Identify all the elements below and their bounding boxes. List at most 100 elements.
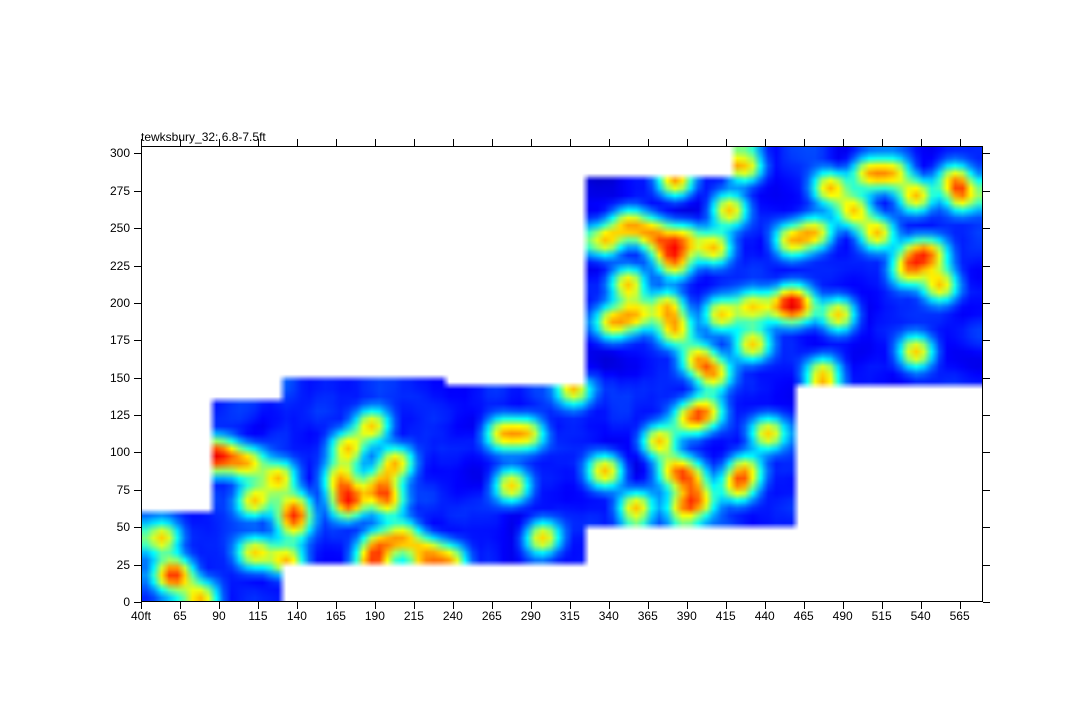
y-tick-mark-right bbox=[983, 191, 990, 192]
x-tick-mark bbox=[882, 602, 883, 609]
y-tick-mark bbox=[134, 415, 141, 416]
x-tick-mark bbox=[687, 602, 688, 609]
x-tick-mark bbox=[297, 602, 298, 609]
x-tick-mark-top bbox=[414, 139, 415, 146]
x-tick-mark bbox=[726, 602, 727, 609]
x-tick-mark bbox=[258, 602, 259, 609]
x-tick-mark bbox=[336, 602, 337, 609]
x-tick-label: 190 bbox=[365, 610, 385, 622]
figure: tewksbury_32: 6.8-7.5ft 40ft659011514016… bbox=[0, 0, 1081, 721]
x-tick-label: 165 bbox=[326, 610, 346, 622]
x-tick-mark-top bbox=[882, 139, 883, 146]
y-tick-mark-right bbox=[983, 153, 990, 154]
x-tick-label: 265 bbox=[482, 610, 502, 622]
x-tick-mark-top bbox=[687, 139, 688, 146]
y-tick-label: 125 bbox=[100, 409, 130, 421]
y-tick-mark bbox=[134, 452, 141, 453]
x-tick-label: 115 bbox=[248, 610, 267, 622]
x-tick-mark-top bbox=[609, 139, 610, 146]
x-tick-mark-top bbox=[804, 139, 805, 146]
x-tick-mark-top bbox=[375, 139, 376, 146]
y-tick-mark-right bbox=[983, 340, 990, 341]
x-tick-label: 490 bbox=[833, 610, 853, 622]
y-tick-mark bbox=[134, 191, 141, 192]
x-tick-mark-top bbox=[726, 139, 727, 146]
x-tick-mark-top bbox=[843, 139, 844, 146]
y-tick-label: 50 bbox=[100, 521, 130, 533]
y-tick-label: 175 bbox=[100, 334, 130, 346]
y-tick-mark bbox=[134, 340, 141, 341]
x-tick-mark-top bbox=[258, 139, 259, 146]
x-tick-mark bbox=[141, 602, 142, 609]
x-tick-label: 565 bbox=[950, 610, 970, 622]
x-tick-mark bbox=[180, 602, 181, 609]
x-tick-mark bbox=[219, 602, 220, 609]
x-tick-mark bbox=[492, 602, 493, 609]
x-tick-mark-top bbox=[531, 139, 532, 146]
y-tick-label: 275 bbox=[100, 185, 130, 197]
y-tick-label: 25 bbox=[100, 559, 130, 571]
x-tick-label: 40ft bbox=[131, 610, 151, 622]
y-tick-label: 100 bbox=[100, 446, 130, 458]
plot-area bbox=[141, 146, 983, 602]
y-tick-mark bbox=[134, 303, 141, 304]
x-tick-label: 465 bbox=[794, 610, 814, 622]
y-tick-mark bbox=[134, 266, 141, 267]
x-tick-label: 390 bbox=[677, 610, 697, 622]
x-tick-mark bbox=[570, 602, 571, 609]
x-tick-label: 65 bbox=[173, 610, 186, 622]
x-tick-label: 90 bbox=[212, 610, 225, 622]
x-tick-mark bbox=[609, 602, 610, 609]
x-tick-label: 240 bbox=[443, 610, 463, 622]
y-tick-mark-right bbox=[983, 415, 990, 416]
x-tick-mark-top bbox=[492, 139, 493, 146]
y-tick-mark bbox=[134, 378, 141, 379]
x-tick-mark bbox=[921, 602, 922, 609]
y-tick-mark bbox=[134, 565, 141, 566]
x-tick-mark bbox=[765, 602, 766, 609]
x-tick-label: 215 bbox=[404, 610, 424, 622]
x-tick-mark bbox=[648, 602, 649, 609]
x-tick-mark-top bbox=[180, 139, 181, 146]
x-tick-mark-top bbox=[648, 139, 649, 146]
x-tick-label: 440 bbox=[755, 610, 775, 622]
heatmap-canvas bbox=[142, 147, 982, 601]
y-tick-mark-right bbox=[983, 565, 990, 566]
y-tick-mark bbox=[134, 490, 141, 491]
x-tick-mark-top bbox=[921, 139, 922, 146]
x-tick-mark-top bbox=[765, 139, 766, 146]
x-tick-mark bbox=[960, 602, 961, 609]
y-tick-label: 200 bbox=[100, 297, 130, 309]
x-tick-mark bbox=[453, 602, 454, 609]
x-tick-label: 290 bbox=[521, 610, 541, 622]
x-tick-mark-top bbox=[960, 139, 961, 146]
x-tick-label: 140 bbox=[287, 610, 307, 622]
x-tick-mark bbox=[414, 602, 415, 609]
y-tick-mark bbox=[134, 228, 141, 229]
y-tick-mark-right bbox=[983, 303, 990, 304]
x-tick-label: 415 bbox=[716, 610, 736, 622]
x-tick-mark-top bbox=[219, 139, 220, 146]
x-tick-label: 340 bbox=[599, 610, 619, 622]
y-tick-label: 300 bbox=[100, 147, 130, 159]
x-tick-label: 365 bbox=[638, 610, 658, 622]
x-tick-mark-top bbox=[570, 139, 571, 146]
x-tick-mark bbox=[843, 602, 844, 609]
y-tick-mark-right bbox=[983, 228, 990, 229]
y-tick-mark-right bbox=[983, 378, 990, 379]
x-tick-mark-top bbox=[297, 139, 298, 146]
y-tick-mark-right bbox=[983, 490, 990, 491]
y-tick-mark-right bbox=[983, 266, 990, 267]
x-tick-label: 515 bbox=[872, 610, 892, 622]
y-tick-label: 0 bbox=[100, 596, 130, 608]
y-tick-mark-right bbox=[983, 602, 990, 603]
y-tick-mark bbox=[134, 527, 141, 528]
x-tick-mark bbox=[375, 602, 376, 609]
y-tick-label: 250 bbox=[100, 222, 130, 234]
y-tick-mark-right bbox=[983, 527, 990, 528]
x-tick-label: 315 bbox=[560, 610, 580, 622]
y-tick-mark bbox=[134, 602, 141, 603]
x-tick-label: 540 bbox=[911, 610, 931, 622]
y-tick-label: 150 bbox=[100, 372, 130, 384]
x-tick-mark-top bbox=[336, 139, 337, 146]
